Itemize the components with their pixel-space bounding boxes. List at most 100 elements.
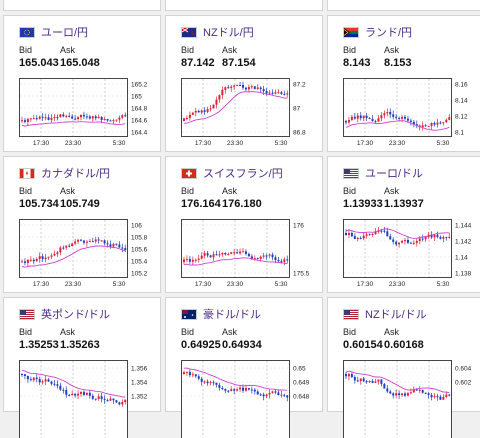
y-tick-label: 86.8 [293,130,306,137]
x-tick-label: 17:30 [33,281,50,288]
y-tick-label: 0.65 [293,366,306,373]
pair-title[interactable]: ユーロ/円 [19,25,88,39]
pair-name[interactable]: カナダドル/円 [41,165,110,181]
candle-body [112,120,114,121]
candle-body [53,254,55,256]
candle-body [272,255,274,258]
candle-body [413,243,415,244]
candle-body [248,254,250,257]
ask-label: Ask [60,45,75,55]
candle-body [86,242,88,243]
candle-body [377,118,379,121]
candle-body [104,119,106,120]
pair-name[interactable]: ランド/円 [365,24,412,40]
bid-value: 105.734 [19,198,59,210]
pair-name[interactable]: 英ポンド/ドル [41,306,110,322]
candle-body [210,255,212,257]
candle-body [280,92,282,94]
ask-label: Ask [222,327,237,337]
candle-body [398,118,400,119]
candle-body [89,393,91,396]
pair-title[interactable]: 英ポンド/ドル [19,307,110,321]
candle-body [204,382,206,383]
pair-title[interactable]: ユーロ/ドル [343,166,423,180]
candle-body [239,85,241,86]
y-tick-label: 0.648 [293,394,310,401]
candle-body [345,233,347,235]
pair-name[interactable]: NZドル/円 [203,24,254,40]
candle-body [213,105,215,109]
candle-body [42,256,44,259]
candle-body [92,116,94,118]
y-tick-label: 106 [131,223,142,230]
candle-body [74,119,76,120]
pair-name[interactable]: ユーロ/ドル [365,165,423,181]
candle-body [51,255,53,256]
candle-body [392,114,394,116]
candle-body [383,384,385,389]
y-tick-label: 165.2 [131,82,148,89]
candle-body [121,248,123,249]
pair-name[interactable]: ユーロ/円 [41,24,88,40]
card-strip [165,0,323,11]
candle-body [236,85,238,86]
ch-flag-icon [181,168,197,179]
bid-value: 176.164 [181,198,221,210]
candle-body [383,231,385,232]
candle-body [442,237,444,239]
pair-name[interactable]: NZドル/ドル [365,306,427,322]
candle-body [221,388,223,389]
candle-body [380,115,382,118]
candle-body [68,395,70,396]
candle-body [227,391,229,392]
pair-title[interactable]: NZドル/円 [181,25,254,39]
candle-body [419,390,421,391]
candle-body [77,394,79,396]
pair-title[interactable]: ランド/円 [343,25,412,39]
pair-title[interactable]: 豪ドル/ドル [181,307,261,321]
candle-body [198,376,200,378]
candle-body [189,115,191,118]
pair-name[interactable]: 豪ドル/ドル [203,306,261,322]
candle-body [401,117,403,119]
candle-body [104,399,106,400]
za-flag-icon [343,27,359,38]
pair-name[interactable]: スイスフラン/円 [203,165,283,181]
candle-body [186,118,188,119]
pair-title[interactable]: NZドル/ドル [343,307,427,321]
pair-title[interactable]: スイスフラン/円 [181,166,283,180]
card-strip [327,0,480,11]
candle-body [186,372,188,373]
candle-body [115,244,117,245]
pair-title[interactable]: カナダドル/円 [19,166,110,180]
candle-body [410,243,412,244]
candle-body [121,402,123,404]
candle-body [39,379,41,382]
candle-body [27,260,29,263]
candle-body [77,117,79,119]
ask-value: 176.180 [222,198,262,210]
ask-label: Ask [60,186,75,196]
y-tick-label: 8.12 [455,114,468,121]
candle-body [98,239,100,240]
candle-body [53,384,55,385]
candle-body [224,389,226,391]
